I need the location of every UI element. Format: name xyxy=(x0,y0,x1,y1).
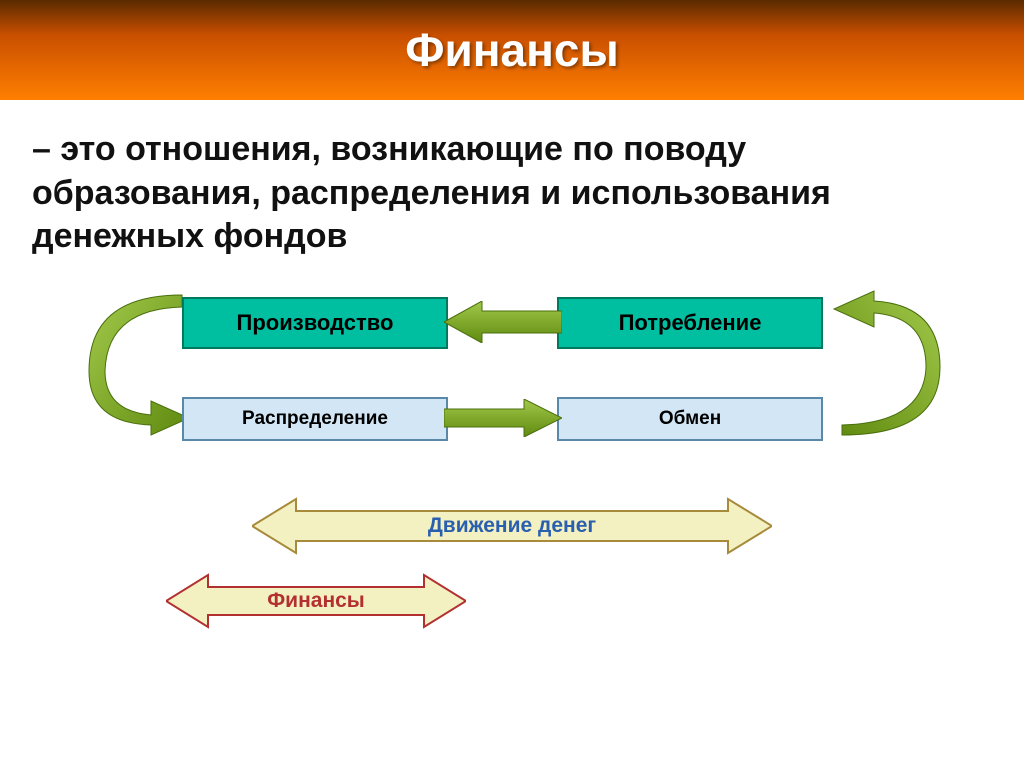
curve-arrow-left xyxy=(77,287,197,457)
slide-title-text: Финансы xyxy=(405,23,619,77)
arrow-money-flow: Движение денег xyxy=(252,497,772,555)
box-consumption-label: Потребление xyxy=(619,310,762,336)
arrow-finance-label: Финансы xyxy=(267,589,365,613)
arrow-top-middle xyxy=(444,301,562,343)
slide-title: Финансы xyxy=(0,0,1024,100)
arrow-money-flow-label: Движение денег xyxy=(428,514,596,538)
box-consumption: Потребление xyxy=(557,297,823,349)
arrow-bottom-middle xyxy=(444,399,562,437)
box-distribution-label: Распределение xyxy=(242,408,388,430)
box-exchange-label: Обмен xyxy=(659,408,721,430)
definition-text: – это отношения, возникающие по поводу о… xyxy=(32,128,974,259)
curve-arrow-right xyxy=(822,287,952,457)
box-production-label: Производство xyxy=(237,310,394,336)
box-production: Производство xyxy=(182,297,448,349)
box-exchange: Обмен xyxy=(557,397,823,441)
box-distribution: Распределение xyxy=(182,397,448,441)
arrow-finance: Финансы xyxy=(166,573,466,629)
cycle-diagram: Производство Потребление Распределение О… xyxy=(112,287,912,487)
bottom-arrows: Движение денег Финансы xyxy=(112,497,912,629)
